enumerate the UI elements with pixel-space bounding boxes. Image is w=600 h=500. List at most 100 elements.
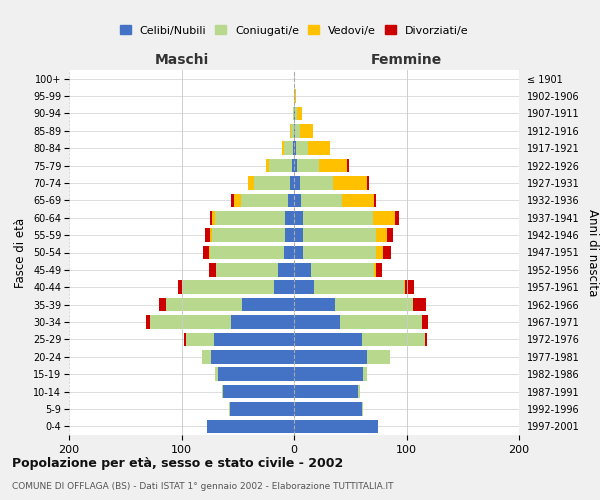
- Bar: [294, 142, 296, 155]
- Bar: [209, 211, 212, 224]
- Bar: [205, 228, 209, 242]
- Bar: [294, 159, 298, 172]
- Bar: [294, 402, 361, 415]
- Bar: [211, 350, 294, 364]
- Bar: [184, 332, 186, 346]
- Bar: [241, 194, 289, 207]
- Bar: [290, 124, 294, 138]
- Bar: [343, 194, 374, 207]
- Bar: [214, 332, 294, 346]
- Bar: [294, 385, 358, 398]
- Bar: [166, 298, 242, 312]
- Bar: [294, 350, 367, 364]
- Bar: [231, 315, 294, 329]
- Bar: [235, 194, 241, 207]
- Bar: [209, 246, 284, 260]
- Legend: Celibi/Nubili, Coniugati/e, Vedovi/e, Divorziati/e: Celibi/Nubili, Coniugati/e, Vedovi/e, Di…: [115, 21, 473, 40]
- Bar: [334, 176, 367, 190]
- Bar: [299, 124, 313, 138]
- Bar: [358, 385, 361, 398]
- Bar: [202, 350, 211, 364]
- Bar: [292, 159, 294, 172]
- Bar: [388, 228, 393, 242]
- Bar: [303, 246, 376, 260]
- Bar: [367, 176, 370, 190]
- Bar: [294, 298, 335, 312]
- Bar: [294, 194, 301, 207]
- Bar: [367, 350, 389, 364]
- Bar: [295, 106, 298, 120]
- Bar: [301, 194, 343, 207]
- Bar: [215, 368, 218, 381]
- Bar: [229, 402, 230, 415]
- Bar: [290, 176, 294, 190]
- Bar: [186, 332, 214, 346]
- Bar: [212, 211, 215, 224]
- Bar: [303, 211, 373, 224]
- Bar: [335, 298, 413, 312]
- Bar: [182, 280, 274, 294]
- Bar: [222, 385, 223, 398]
- Bar: [293, 142, 294, 155]
- Bar: [314, 280, 404, 294]
- Bar: [209, 228, 212, 242]
- Bar: [295, 124, 299, 138]
- Bar: [294, 315, 340, 329]
- Bar: [294, 211, 303, 224]
- Bar: [178, 280, 182, 294]
- Bar: [319, 159, 347, 172]
- Text: Femmine: Femmine: [371, 52, 442, 66]
- Bar: [383, 246, 391, 260]
- Bar: [208, 420, 294, 433]
- Y-axis label: Anni di nascita: Anni di nascita: [586, 209, 599, 296]
- Bar: [295, 90, 296, 103]
- Bar: [209, 263, 217, 276]
- Bar: [362, 368, 367, 381]
- Bar: [278, 263, 294, 276]
- Bar: [223, 385, 294, 398]
- Bar: [146, 315, 150, 329]
- Bar: [422, 315, 428, 329]
- Bar: [294, 90, 295, 103]
- Bar: [376, 246, 383, 260]
- Bar: [254, 176, 290, 190]
- Bar: [294, 228, 303, 242]
- Bar: [159, 298, 166, 312]
- Bar: [311, 263, 374, 276]
- Bar: [406, 280, 415, 294]
- Bar: [150, 315, 231, 329]
- Text: COMUNE DI OFFLAGA (BS) - Dati ISTAT 1° gennaio 2002 - Elaborazione TUTTITALIA.IT: COMUNE DI OFFLAGA (BS) - Dati ISTAT 1° g…: [12, 482, 394, 491]
- Bar: [231, 194, 235, 207]
- Bar: [299, 176, 334, 190]
- Bar: [298, 159, 319, 172]
- Bar: [212, 228, 285, 242]
- Bar: [347, 159, 349, 172]
- Text: Maschi: Maschi: [154, 52, 209, 66]
- Bar: [285, 211, 294, 224]
- Bar: [215, 211, 285, 224]
- Bar: [374, 194, 376, 207]
- Bar: [289, 194, 294, 207]
- Bar: [269, 159, 292, 172]
- Bar: [294, 106, 295, 120]
- Text: Popolazione per età, sesso e stato civile - 2002: Popolazione per età, sesso e stato civil…: [12, 458, 343, 470]
- Bar: [203, 246, 209, 260]
- Bar: [294, 280, 314, 294]
- Bar: [281, 142, 284, 155]
- Bar: [404, 280, 406, 294]
- Bar: [374, 263, 376, 276]
- Bar: [373, 211, 395, 224]
- Bar: [293, 106, 294, 120]
- Bar: [218, 368, 294, 381]
- Bar: [294, 332, 361, 346]
- Bar: [217, 263, 278, 276]
- Bar: [340, 315, 422, 329]
- Bar: [376, 228, 388, 242]
- Bar: [298, 106, 302, 120]
- Bar: [294, 176, 299, 190]
- Bar: [296, 142, 308, 155]
- Bar: [303, 228, 376, 242]
- Bar: [294, 246, 303, 260]
- Bar: [285, 228, 294, 242]
- Bar: [248, 176, 254, 190]
